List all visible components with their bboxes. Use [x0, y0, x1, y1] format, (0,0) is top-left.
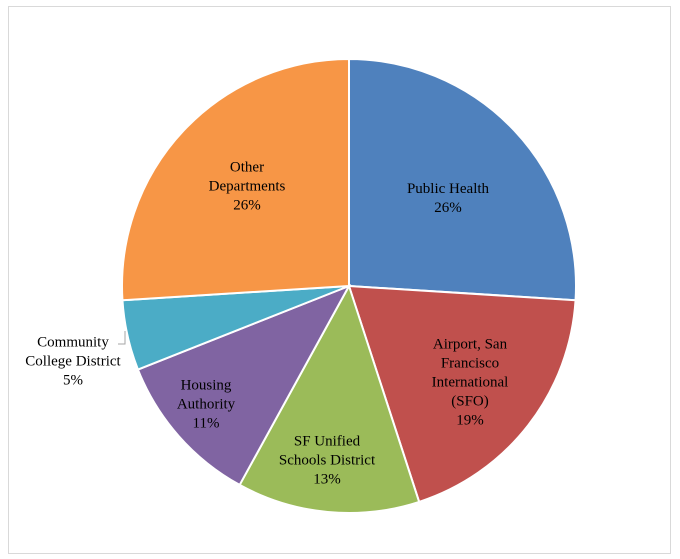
label-public-health-pct: 26%: [434, 200, 462, 216]
label-housing-pct: 11%: [192, 415, 220, 432]
label-other-line1: Other: [229, 159, 265, 176]
label-airport-line4: (SFO): [451, 393, 489, 410]
label-housing: Housing Authority 11%: [177, 377, 235, 434]
leader-line-community-college: [118, 331, 126, 345]
label-public-health-name: Public Health: [406, 181, 490, 197]
label-community-college-line1: Community: [37, 334, 109, 351]
label-housing-line2: Authority: [176, 396, 236, 413]
label-airport-pct: 19%: [456, 412, 484, 429]
label-sf-unified-line1: SF Unified: [293, 433, 361, 450]
label-other: Other Departments 26%: [209, 159, 286, 216]
label-sf-unified-line2: Schools District: [278, 452, 376, 469]
label-other-pct: 26%: [233, 197, 261, 214]
slice-public_health: [348, 57, 577, 302]
slice-sf_unified: [238, 283, 421, 514]
label-public-health: Public Health 26%: [407, 180, 489, 218]
label-housing-line1: Housing: [180, 377, 232, 394]
label-other-line2: Departments: [208, 178, 286, 195]
label-airport-line1: Airport, San: [432, 336, 508, 353]
label-airport: Airport, San Francisco International (SF…: [432, 336, 509, 431]
slice-other: [121, 57, 350, 302]
slice-housing: [136, 284, 352, 487]
label-community-college-line2: College District: [25, 353, 121, 370]
label-sf-unified: SF Unified Schools District 13%: [279, 433, 375, 490]
label-airport-line3: International: [431, 374, 509, 391]
label-community-college: Community College District 5%: [25, 334, 120, 391]
label-airport-line2: Francisco: [440, 355, 500, 372]
slice-airport: [347, 284, 577, 504]
label-community-college-pct: 5%: [63, 372, 83, 389]
label-sf-unified-pct: 13%: [313, 471, 341, 488]
